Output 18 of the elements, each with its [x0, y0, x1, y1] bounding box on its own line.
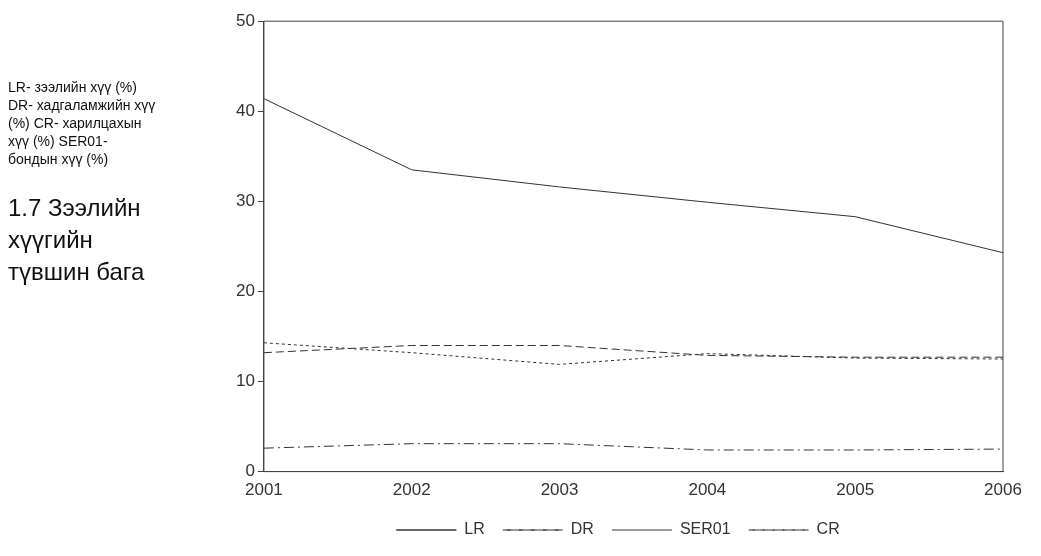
legend-label: DR: [570, 520, 594, 538]
x-tick-label: 2005: [836, 480, 875, 500]
legend-label: CR: [816, 520, 840, 538]
text: LR- зээлийн хүү (%) DR- хадгаламжийн хүү (%) CR- харилцахын хүү (%) SER01- бондын хүү (%): [8, 78, 157, 168]
x-tick-label: 2001: [245, 480, 283, 500]
y-tick-label: 20: [235, 281, 255, 301]
y-tick-label: 10: [235, 371, 255, 391]
x-tick-label: 2004: [688, 480, 727, 500]
legend-label: SER01: [679, 520, 731, 538]
y-tick-label: 30: [235, 191, 255, 211]
y-tick-label: 0: [245, 461, 255, 481]
y-tick-label: 40: [235, 100, 255, 120]
x-tick-label: 2002: [392, 480, 431, 500]
x-tick-label: 2003: [540, 480, 579, 500]
x-tick-label: 2006: [984, 480, 1022, 500]
text: 1.7 Зээлийн хүүгийн түвшин бага: [8, 193, 146, 287]
y-tick-label: 50: [235, 10, 255, 30]
legend-label: LR: [464, 520, 485, 538]
